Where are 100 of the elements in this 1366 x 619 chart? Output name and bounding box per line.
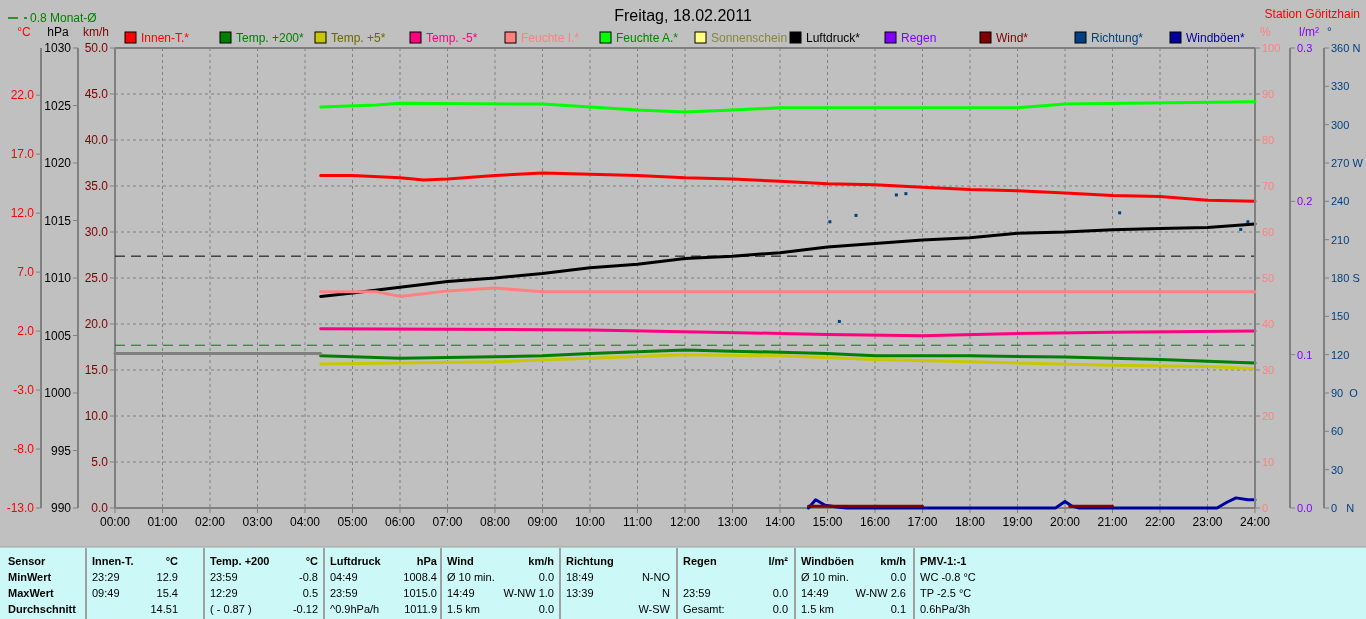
y3-tick-label: 15.0	[84, 363, 109, 378]
text: 1008.4	[403, 571, 437, 583]
legend-label: Windböen*	[1186, 31, 1246, 45]
y2-axis-title: hPa	[47, 25, 69, 39]
text: 0.1	[890, 603, 906, 615]
text: PMV-1:-1	[920, 555, 967, 567]
text: Windböen	[801, 555, 855, 567]
y3-tick-label: 150	[1331, 310, 1350, 323]
y-tick-label: 22.0	[10, 88, 35, 103]
y2-axis-title: l/m²	[1299, 25, 1319, 39]
y-tick-label: 90	[1262, 87, 1275, 100]
x-tick-label: 01:00	[147, 515, 178, 529]
text: Sensor	[8, 555, 47, 567]
y2-tick-label: 0.0	[1297, 501, 1313, 514]
line-series	[319, 327, 1257, 338]
y-tick-label: 60	[1262, 225, 1275, 238]
text: Innen-T.	[92, 555, 134, 567]
y-tick-label: -3.0	[13, 383, 35, 398]
y3-tick-label: 300	[1331, 118, 1350, 131]
y2-tick-label: 995	[50, 443, 72, 458]
text: 0.0	[772, 587, 788, 599]
y2-tick-label: 1015	[44, 213, 72, 228]
point	[1246, 220, 1250, 224]
legend-label: Temp. +200*	[236, 31, 305, 45]
chart-title: Freitag, 18.02.2011	[614, 7, 752, 24]
text: 23:59	[210, 571, 238, 583]
text: Wind	[447, 555, 474, 567]
x-tick-label: 19:00	[1002, 515, 1033, 529]
x-tick-label: 07:00	[432, 515, 463, 529]
legend-label: 0.8 Monat-Ø	[30, 11, 97, 25]
y2-tick-label: 1025	[44, 98, 72, 113]
y-tick-label: 80	[1262, 133, 1275, 146]
x-tick-label: 00:00	[99, 515, 131, 529]
text: MinWert	[8, 571, 52, 583]
text: 0.6hPa/3h	[920, 603, 971, 615]
y-axis-title: °C	[17, 25, 32, 39]
text: Station Göritzhain	[1264, 7, 1360, 21]
text: Durchschnitt	[8, 603, 77, 615]
text: °C	[165, 555, 179, 567]
y3-tick-label: 330	[1331, 80, 1350, 93]
text: 0.5	[302, 587, 318, 599]
text: -0.12	[292, 603, 318, 615]
point	[894, 193, 898, 197]
y2-tick-label: 1000	[44, 386, 72, 401]
legend-label: Richtung*	[1091, 31, 1144, 45]
point	[1239, 227, 1243, 231]
x-tick-label: 02:00	[194, 515, 226, 529]
line-series	[807, 496, 1257, 510]
text: N-NO	[641, 571, 671, 583]
text: TP -2.5 °C	[920, 587, 972, 599]
text: 23:29	[92, 571, 120, 583]
point	[1118, 211, 1122, 215]
text: 1.5 km	[447, 603, 481, 615]
text: 23:59	[330, 587, 358, 599]
text: 23:59	[683, 587, 711, 599]
y3-tick-label: 50.0	[84, 41, 109, 56]
text: 14.51	[150, 603, 178, 615]
text: 0.0	[538, 571, 554, 583]
line-series	[319, 353, 1257, 371]
text: Ø 10 min.	[447, 571, 495, 583]
legend-label: Luftdruck*	[806, 31, 861, 45]
text: N	[662, 587, 671, 599]
y2-tick-label: 1020	[44, 156, 72, 171]
y-tick-label: 40	[1262, 317, 1275, 330]
text: ( - 0.87 )	[210, 603, 252, 615]
text: Regen	[683, 555, 717, 567]
text: l/m²	[768, 555, 789, 567]
x-tick-label: 08:00	[479, 515, 511, 529]
line-series	[319, 100, 1257, 114]
y-tick-label: 20	[1262, 409, 1275, 422]
y3-tick-label: 360 N	[1331, 41, 1361, 54]
x-tick-label: 16:00	[859, 515, 891, 529]
x-tick-label: 03:00	[242, 515, 273, 529]
text: km/h	[528, 555, 555, 567]
y3-tick-label: 180 S	[1331, 271, 1360, 284]
text: 04:49	[330, 571, 358, 583]
text: W-NW 1.0	[503, 587, 554, 599]
x-tick-label: 09:00	[527, 515, 558, 529]
text: 1011.9	[404, 603, 437, 615]
y2-tick-label: 0.2	[1297, 195, 1313, 208]
text: 13:39	[566, 587, 594, 599]
y-tick-label: 30	[1262, 363, 1275, 376]
y3-tick-label: 0 N	[1331, 501, 1355, 514]
x-tick-label: 22:00	[1144, 515, 1176, 529]
text: °C	[305, 555, 319, 567]
y3-tick-label: 60	[1331, 425, 1344, 438]
x-tick-label: 23:00	[1192, 515, 1223, 529]
y2-tick-label: 1030	[44, 41, 72, 56]
y3-tick-label: 240	[1331, 195, 1350, 208]
text: W-SW	[638, 603, 671, 615]
x-tick-label: 18:00	[954, 515, 986, 529]
x-tick-label: 24:00	[1239, 515, 1271, 529]
line-series	[319, 171, 1257, 203]
text: 0.0	[772, 603, 788, 615]
y-tick-label: -8.0	[13, 442, 35, 457]
text: WC -0.8 °C	[920, 571, 976, 583]
y3-tick-label: 5.0	[91, 455, 109, 470]
x-tick-label: 05:00	[337, 515, 368, 529]
legend-label: Wind*	[996, 31, 1029, 45]
y2-tick-label: 1010	[44, 271, 72, 286]
